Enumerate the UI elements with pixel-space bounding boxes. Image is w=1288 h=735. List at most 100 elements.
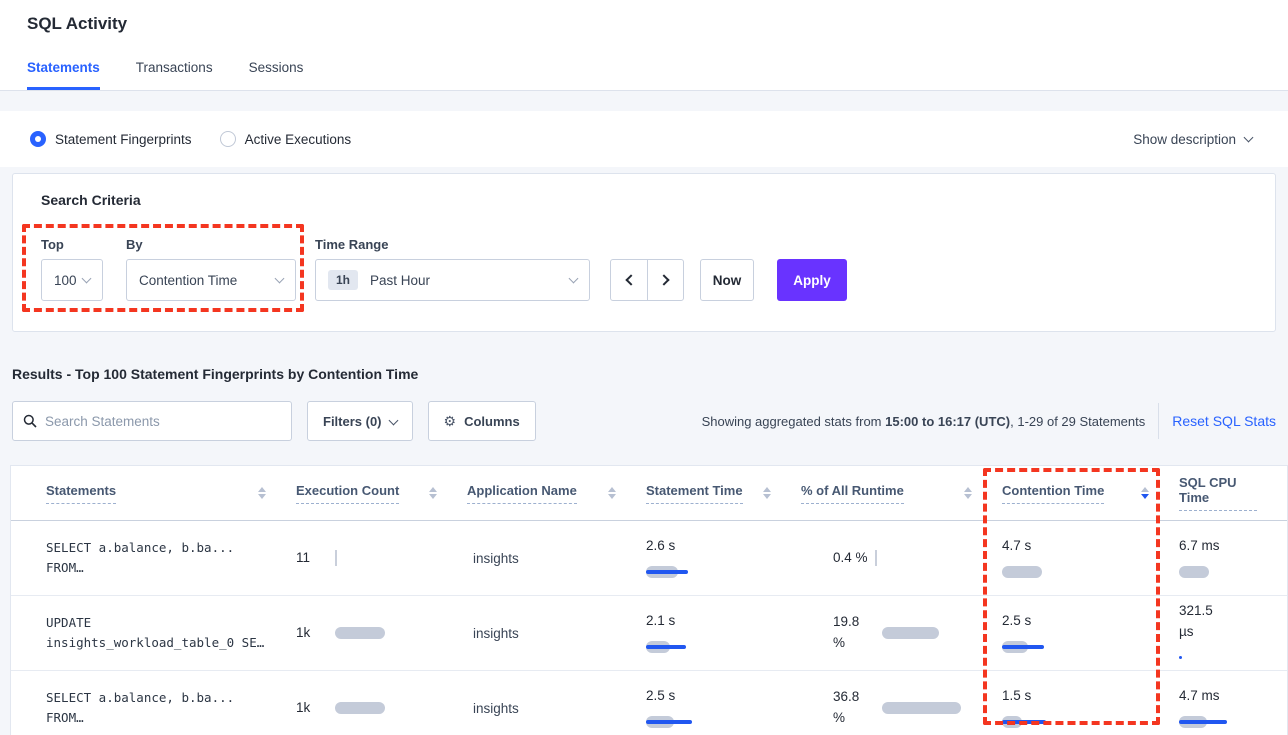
sql-cpu-time-cell: 6.7 ms <box>1179 536 1287 580</box>
statement-link[interactable]: SELECT a.balance, b.ba... FROM… <box>46 688 296 728</box>
application-name-cell: insights <box>473 550 519 566</box>
execution-count-value: 11 <box>296 549 311 565</box>
sql-cpu-time-value: 321.5 µs <box>1179 602 1213 639</box>
previous-time-button[interactable] <box>611 260 647 300</box>
contention-time-cell: 4.7 s <box>1002 536 1179 580</box>
radio-label: Active Executions <box>244 131 352 147</box>
application-name-cell: insights <box>473 700 519 716</box>
reset-sql-stats-link[interactable]: Reset SQL Stats <box>1172 413 1276 429</box>
execution-count-cell: 1k <box>296 623 467 644</box>
page-header: SQL Activity Statements Transactions Ses… <box>0 0 1288 91</box>
chevron-down-icon <box>1243 132 1254 143</box>
contention-time-cell: 2.5 s <box>1002 611 1179 655</box>
execution-count-cell: 11 <box>296 548 467 569</box>
sort-icon-active-desc[interactable] <box>1141 487 1149 499</box>
radio-active-executions[interactable]: Active Executions <box>219 131 352 147</box>
sql-cpu-time-value: 6.7 ms <box>1179 538 1220 554</box>
tab-sessions[interactable]: Sessions <box>248 60 304 75</box>
search-statements-box <box>12 401 292 441</box>
page-title: SQL Activity <box>27 14 128 33</box>
top-label: Top <box>41 237 64 252</box>
columns-label: Columns <box>464 413 520 429</box>
sort-icon[interactable] <box>964 487 972 499</box>
results-toolbar: Filters (0) ⚙ Columns Showing aggregated… <box>12 401 1276 441</box>
sql-cpu-time-value: 4.7 ms <box>1179 688 1220 704</box>
top-value: 100 <box>54 272 77 288</box>
bar-chart <box>882 700 972 716</box>
column-header-statement-time[interactable]: Statement Time <box>646 483 801 504</box>
statement-line1: SELECT a.balance, b.ba... <box>46 690 235 705</box>
show-description-toggle[interactable]: Show description <box>1133 132 1254 147</box>
bar-chart <box>646 564 736 580</box>
statement-time-value: 2.6 s <box>646 538 676 554</box>
top-field: Top 100 <box>41 237 103 301</box>
column-header-label: Execution Count <box>296 483 400 504</box>
chevron-left-icon <box>624 274 637 286</box>
table-header-row: Statements Execution Count Application N… <box>11 466 1287 521</box>
time-nav-group <box>610 259 684 301</box>
sort-icon[interactable] <box>763 487 771 499</box>
apply-button[interactable]: Apply <box>777 259 847 301</box>
chevron-down-icon <box>81 273 92 284</box>
filters-button[interactable]: Filters (0) <box>307 401 413 441</box>
contention-time-value: 4.7 s <box>1002 538 1032 554</box>
sql-cpu-time-cell: 4.7 ms <box>1179 686 1287 730</box>
tab-transactions[interactable]: Transactions <box>135 60 213 75</box>
column-header-application-name[interactable]: Application Name <box>467 483 646 504</box>
by-value: Contention Time <box>139 272 238 288</box>
bar-chart <box>646 639 736 655</box>
time-range-badge: 1h <box>328 270 359 290</box>
gear-icon: ⚙ <box>443 412 457 429</box>
column-header-statements[interactable]: Statements <box>46 483 296 504</box>
column-header-sql-cpu-time[interactable]: SQL CPU Time <box>1179 475 1287 511</box>
time-range-select[interactable]: 1h Past Hour <box>315 259 590 301</box>
statement-time-cell: 2.6 s <box>646 536 801 580</box>
tab-statements[interactable]: Statements <box>27 60 100 90</box>
bar-chart <box>646 714 736 730</box>
statement-time-cell: 2.5 s <box>646 686 801 730</box>
statement-line2: FROM… <box>46 710 84 725</box>
now-button[interactable]: Now <box>700 259 754 301</box>
stats-prefix: Showing aggregated stats from <box>701 413 886 429</box>
radio-selected-icon <box>30 131 46 147</box>
statements-table: Statements Execution Count Application N… <box>10 465 1288 735</box>
sort-icon[interactable] <box>429 487 437 499</box>
next-time-button[interactable] <box>647 260 683 300</box>
statement-line2: FROM… <box>46 560 84 575</box>
sort-icon[interactable] <box>258 487 266 499</box>
table-row: UPDATE insights_workload_table_0 SE… 1k … <box>11 596 1287 671</box>
column-header-runtime-pct[interactable]: % of All Runtime <box>801 483 1002 504</box>
radio-unselected-icon <box>219 131 236 147</box>
tab-bar: Statements Transactions Sessions <box>0 60 1288 91</box>
stats-time-range: 15:00 to 16:17 (UTC) <box>885 413 1011 429</box>
top-select[interactable]: 100 <box>41 259 103 301</box>
statement-link[interactable]: UPDATE insights_workload_table_0 SE… <box>46 613 296 653</box>
statement-link[interactable]: SELECT a.balance, b.ba... FROM… <box>46 538 296 578</box>
sort-icon[interactable] <box>608 487 616 499</box>
column-header-contention-time[interactable]: Contention Time <box>1002 483 1179 504</box>
bar-chart <box>1002 639 1092 655</box>
column-header-label: Application Name <box>467 483 577 504</box>
toolbar-divider <box>1158 403 1160 439</box>
bar-chart <box>1179 714 1269 730</box>
search-criteria-controls: Top 100 By Contention Time Time Range 1h… <box>41 237 1247 301</box>
radio-statement-fingerprints[interactable]: Statement Fingerprints <box>30 131 192 147</box>
statement-line1: UPDATE <box>46 615 92 630</box>
columns-button[interactable]: ⚙ Columns <box>427 401 536 441</box>
application-name-cell: insights <box>473 625 519 641</box>
chevron-down-icon <box>274 273 285 284</box>
bar-chart <box>335 700 425 716</box>
runtime-pct-cell: 0.4 % <box>801 548 1002 569</box>
table-row: SELECT a.balance, b.ba... FROM… 11 insig… <box>11 521 1287 596</box>
stats-summary: Showing aggregated stats from 15:00 to 1… <box>702 414 1146 429</box>
statement-line1: SELECT a.balance, b.ba... <box>46 540 235 555</box>
bar-chart <box>1179 564 1269 580</box>
by-select[interactable]: Contention Time <box>126 259 296 301</box>
search-input[interactable] <box>45 413 275 429</box>
column-header-execution-count[interactable]: Execution Count <box>296 483 467 504</box>
bar-chart <box>335 625 425 641</box>
bar-chart <box>882 625 972 641</box>
contention-time-cell: 1.5 s <box>1002 686 1179 730</box>
runtime-pct-value: 36.8 % <box>833 689 860 725</box>
view-toggle-band: Statement Fingerprints Active Executions… <box>0 111 1288 167</box>
